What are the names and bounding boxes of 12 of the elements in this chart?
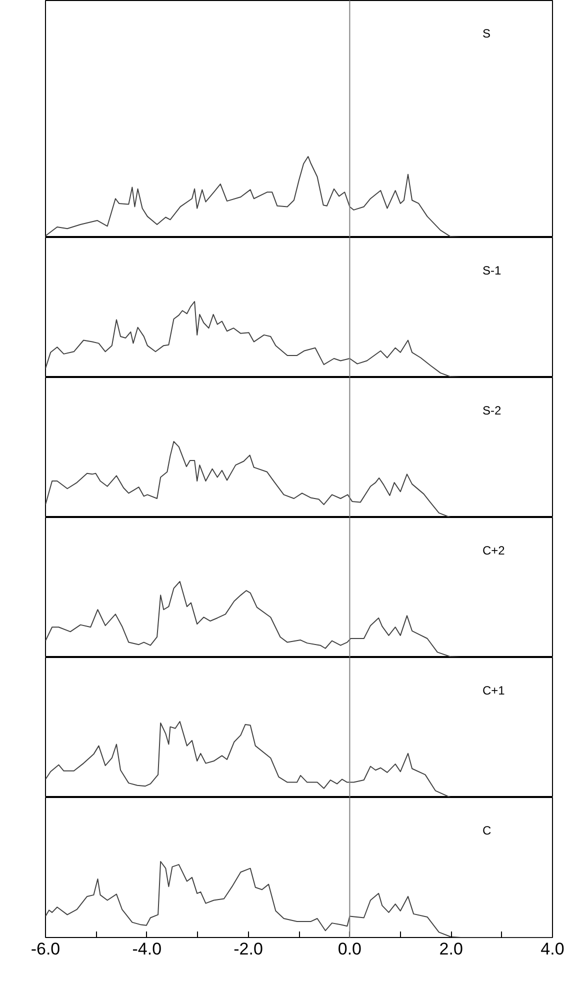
- x-tick-label: -4.0: [132, 940, 162, 958]
- text: S: [482, 26, 491, 40]
- text: S-2: [482, 404, 502, 418]
- x-tick-label: -6.0: [30, 940, 60, 958]
- x-tick-label: 0.0: [338, 940, 362, 958]
- x-tick-label: 4.0: [540, 940, 564, 958]
- x-tick-label: 2.0: [439, 940, 463, 958]
- text: C+2: [482, 544, 506, 558]
- x-tick-label: -2.0: [234, 940, 263, 958]
- text: S-1: [482, 264, 502, 278]
- text: C+1: [482, 684, 506, 698]
- text: C: [482, 824, 492, 838]
